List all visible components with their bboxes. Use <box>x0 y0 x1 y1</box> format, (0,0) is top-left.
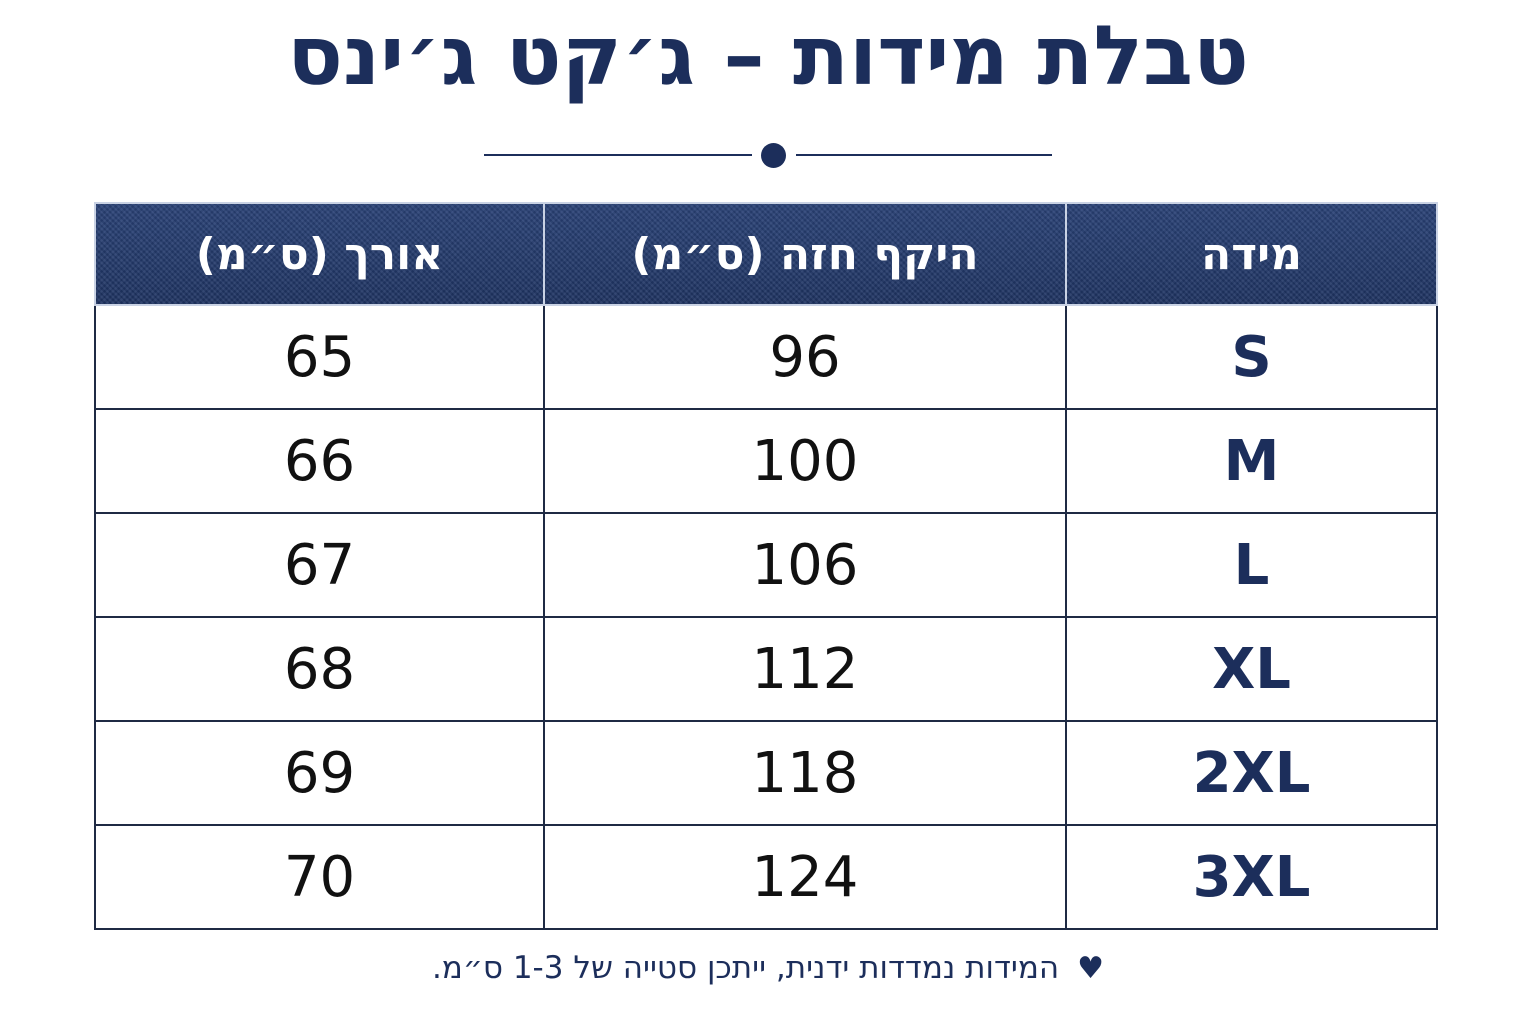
header-chest: היקף חזה (ס״מ) <box>543 202 1067 306</box>
page-title: טבלת מידות – ג׳קט ג׳ינס <box>287 9 1249 104</box>
length-cell: 65 <box>94 304 545 410</box>
table-row: L 106 67 <box>94 512 1438 618</box>
chest-cell: 100 <box>543 408 1067 514</box>
chest-cell: 96 <box>543 304 1067 410</box>
measurement-note: ♥ המידות נמדדות ידנית, ייתכן סטייה של 1-3… <box>0 948 1536 988</box>
length-cell: 69 <box>94 720 545 826</box>
size-cell: XL <box>1065 616 1438 722</box>
chest-cell: 112 <box>543 616 1067 722</box>
heart-icon: ♥ <box>1077 951 1105 986</box>
table-header: מידה היקף חזה (ס״מ) אורך (ס״מ) <box>94 202 1438 306</box>
divider-dot-icon <box>761 143 786 168</box>
table-header-row: מידה היקף חזה (ס״מ) אורך (ס״מ) <box>94 202 1438 306</box>
length-cell: 70 <box>94 824 545 930</box>
size-cell: 2XL <box>1065 720 1438 826</box>
chest-cell: 106 <box>543 512 1067 618</box>
size-cell: M <box>1065 408 1438 514</box>
size-chart-table: מידה היקף חזה (ס״מ) אורך (ס״מ) S 96 65 M… <box>94 202 1438 930</box>
size-cell: S <box>1065 304 1438 410</box>
length-cell: 68 <box>94 616 545 722</box>
table-row: 2XL 118 69 <box>94 720 1438 826</box>
measurement-note-text: המידות נמדדות ידנית, ייתכן סטייה של 1-3 … <box>431 950 1060 986</box>
table-row: 3XL 124 70 <box>94 824 1438 930</box>
table-body: S 96 65 M 100 66 L 106 67 XL 112 68 2XL … <box>94 304 1438 930</box>
header-size: מידה <box>1065 202 1438 306</box>
table-row: S 96 65 <box>94 304 1438 410</box>
table-row: M 100 66 <box>94 408 1438 514</box>
size-cell: L <box>1065 512 1438 618</box>
title-divider <box>484 141 1054 169</box>
length-cell: 67 <box>94 512 545 618</box>
divider-line-left <box>484 154 752 156</box>
chest-cell: 118 <box>543 720 1067 826</box>
table-row: XL 112 68 <box>94 616 1438 722</box>
chest-cell: 124 <box>543 824 1067 930</box>
size-cell: 3XL <box>1065 824 1438 930</box>
divider-line-right <box>796 154 1052 156</box>
length-cell: 66 <box>94 408 545 514</box>
header-length: אורך (ס״מ) <box>94 202 545 306</box>
